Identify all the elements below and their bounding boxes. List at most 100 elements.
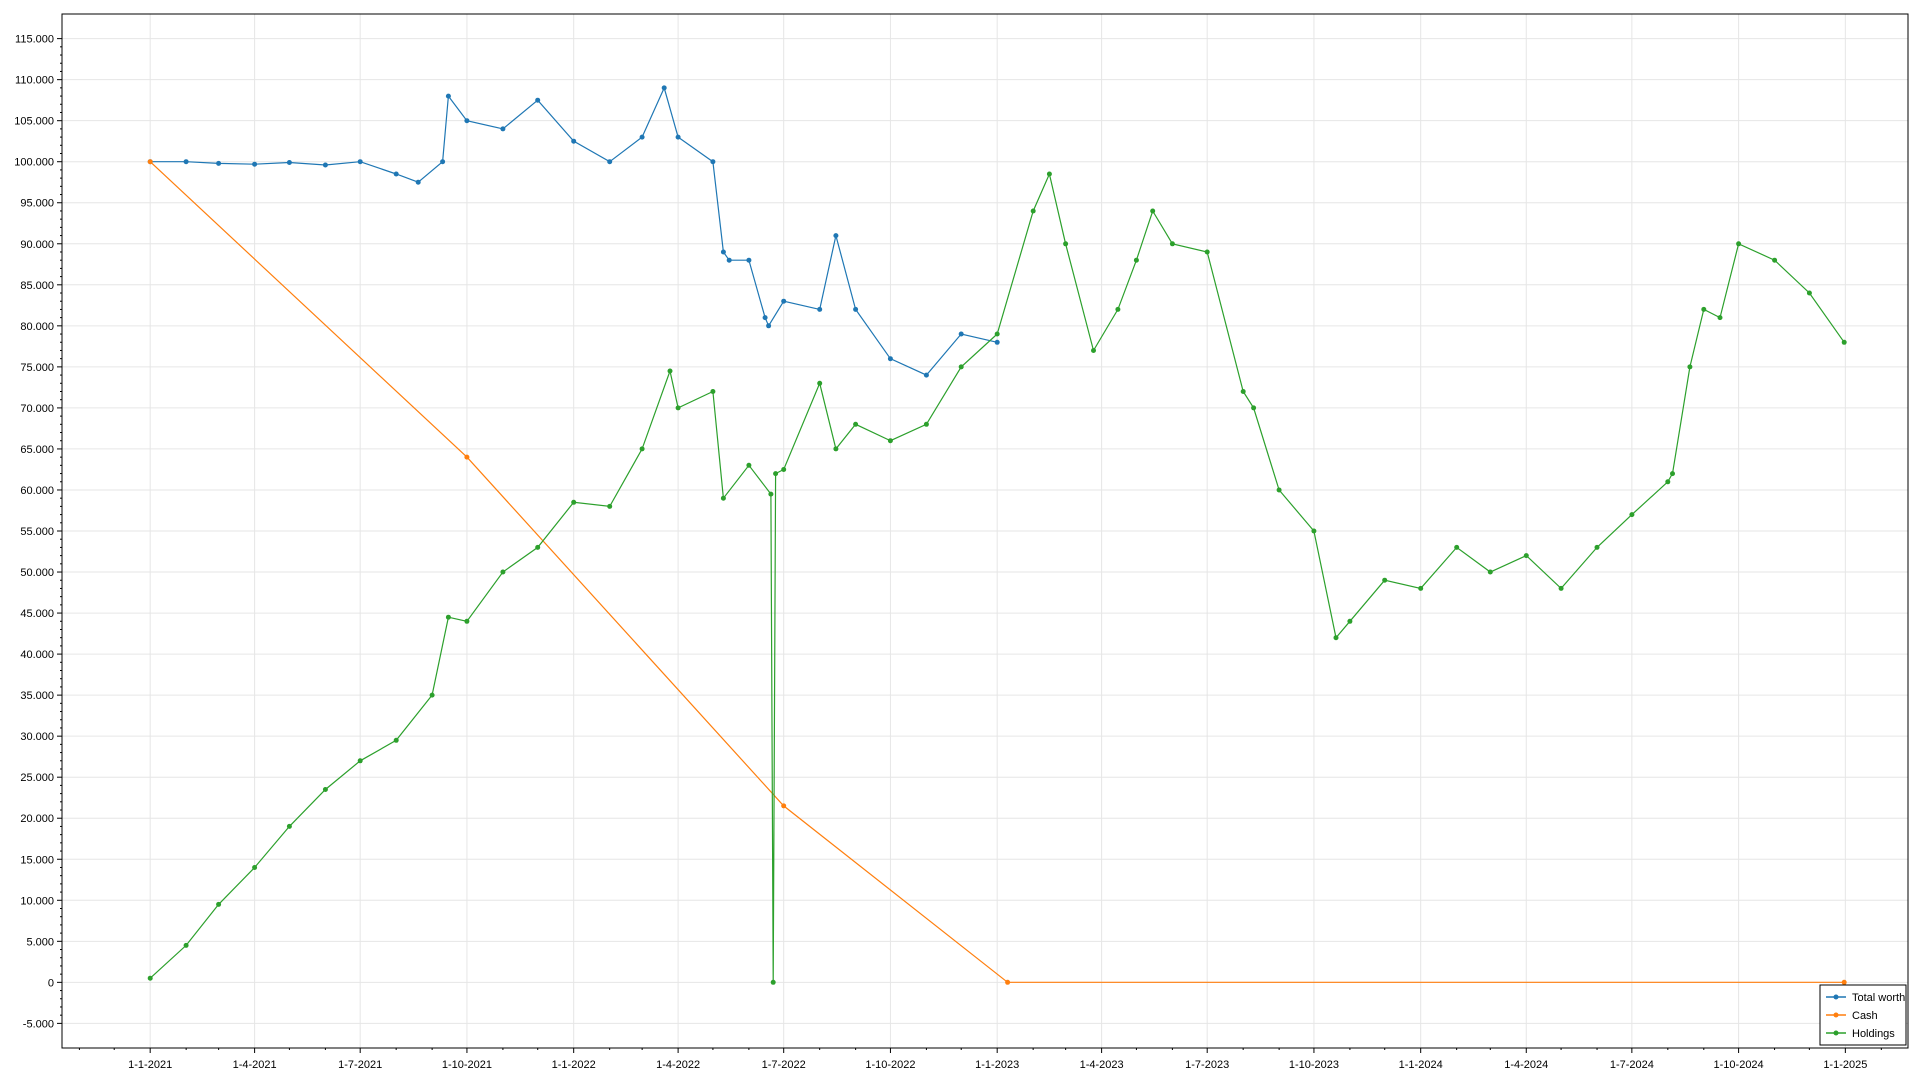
data-point-holdings [1418, 585, 1424, 591]
y-tick-label: 95.000 [20, 198, 54, 210]
data-point-holdings [357, 758, 363, 764]
y-tick-label: 35.000 [20, 690, 54, 702]
data-point-holdings [322, 787, 328, 792]
y-axis: 115.000 110.000 105.000 100.000 95.000 90.000… [14, 34, 62, 1030]
data-point-holdings [286, 823, 292, 829]
legend-label-holdings: Holdings [1852, 1028, 1895, 1040]
x-tick-label: 1-4-2022 [656, 1059, 700, 1071]
data-point-holdings [1115, 306, 1121, 312]
x-tick-label: 1-7-2023 [1185, 1059, 1229, 1071]
data-point-holdings [429, 692, 435, 698]
data-point-holdings [1382, 577, 1388, 583]
data-point-holdings [1133, 257, 1139, 263]
y-tick-label: 90.000 [20, 239, 54, 251]
y-tick-label: 15.000 [20, 854, 54, 866]
data-point-holdings [1670, 471, 1675, 477]
x-tick-label: 1-4-2021 [233, 1059, 277, 1071]
y-tick-label: 5.000 [26, 936, 54, 948]
data-point-holdings [1687, 364, 1693, 370]
x-tick-label: 1-7-2022 [762, 1059, 806, 1071]
data-point-holdings [1240, 389, 1246, 394]
data-point-holdings [1150, 208, 1156, 214]
y-tick-label: 50.000 [20, 567, 54, 579]
data-point-holdings [1063, 241, 1069, 247]
data-point-holdings [1333, 635, 1339, 641]
y-tick-label: 110.000 [15, 75, 54, 87]
data-point-total-worth [639, 134, 645, 140]
y-tick-label: 10.000 [20, 895, 54, 907]
x-tick-label: 1-10-2022 [865, 1059, 915, 1071]
data-point-total-worth [357, 159, 363, 165]
data-point-total-worth [675, 134, 681, 140]
data-point-total-worth [994, 339, 1000, 345]
data-point-holdings [994, 331, 1000, 337]
data-point-holdings [1251, 405, 1257, 411]
data-point-holdings [445, 614, 451, 620]
data-point-holdings [393, 737, 399, 743]
data-point-holdings [887, 438, 893, 444]
legend: Total worth Cash Holdings [1819, 984, 1907, 1046]
y-tick-label: 20.000 [20, 813, 54, 825]
data-point-total-worth [216, 160, 222, 166]
y-tick-label: 60.000 [20, 485, 54, 497]
data-point-holdings [853, 421, 859, 427]
data-point-total-worth [726, 257, 732, 263]
data-point-holdings [773, 471, 779, 477]
data-point-cash [464, 454, 470, 460]
data-point-holdings [1594, 544, 1600, 550]
data-point-total-worth [286, 160, 292, 165]
data-point-holdings [1487, 569, 1493, 575]
y-tick-label: 70.000 [20, 403, 54, 415]
data-point-total-worth [661, 85, 667, 91]
data-point-holdings [607, 503, 613, 509]
legend-marker-cash [1833, 1012, 1839, 1018]
y-tick-label: 45.000 [20, 608, 54, 620]
y-tick-label: -5.000 [23, 1018, 54, 1030]
series-line-holdings [149, 172, 1845, 983]
data-point-holdings [667, 368, 673, 374]
data-point-cash [1841, 979, 1847, 985]
data-point-total-worth [887, 356, 893, 362]
data-point-holdings [183, 942, 189, 948]
data-point-total-worth [923, 372, 929, 378]
y-tick-label: 55.000 [20, 526, 54, 538]
y-tick-label: 105.000 [14, 116, 54, 128]
legend-marker-holdings [1833, 1030, 1839, 1036]
data-point-total-worth [322, 162, 328, 168]
legend-label-cash: Cash [1852, 1010, 1878, 1022]
data-point-total-worth [440, 159, 446, 165]
y-tick-label: 80.000 [20, 321, 54, 333]
data-point-holdings [675, 405, 681, 411]
x-tick-label: 1-1-2023 [975, 1059, 1019, 1071]
data-point-holdings [535, 544, 541, 550]
x-tick-label: 1-10-2024 [1714, 1059, 1764, 1071]
data-point-holdings [147, 975, 153, 981]
x-axis: 1-1-2021 1-4-2021 1-7-2021 1-10-2021 1-1-202… [78, 1048, 1882, 1071]
data-point-holdings [1204, 249, 1210, 255]
data-point-holdings [1276, 487, 1282, 493]
data-point-total-worth [710, 159, 716, 165]
data-point-holdings [571, 499, 577, 505]
data-point-holdings [500, 569, 506, 575]
data-point-holdings [1311, 528, 1317, 534]
y-tick-label: 25.000 [20, 772, 54, 784]
x-tick-label: 1-7-2024 [1610, 1059, 1654, 1071]
data-point-holdings [720, 495, 726, 501]
data-point-holdings [1841, 339, 1847, 345]
x-tick-label: 1-10-2021 [442, 1059, 492, 1071]
data-point-holdings [833, 446, 839, 452]
data-point-holdings [1046, 171, 1052, 177]
legend-marker-total-worth [1833, 994, 1839, 1000]
data-point-holdings [1558, 585, 1564, 591]
y-tick-label: 30.000 [20, 731, 54, 743]
y-tick-label: 85.000 [20, 280, 54, 292]
x-tick-label: 1-10-2023 [1289, 1059, 1339, 1071]
data-point-holdings [781, 467, 787, 472]
x-tick-label: 1-4-2023 [1080, 1059, 1124, 1071]
data-point-total-worth [535, 97, 541, 103]
data-point-holdings [1091, 348, 1096, 353]
data-point-holdings [958, 364, 964, 370]
x-tick-label: 1-1-2021 [128, 1059, 172, 1071]
y-tick-label: 40.000 [20, 649, 54, 661]
